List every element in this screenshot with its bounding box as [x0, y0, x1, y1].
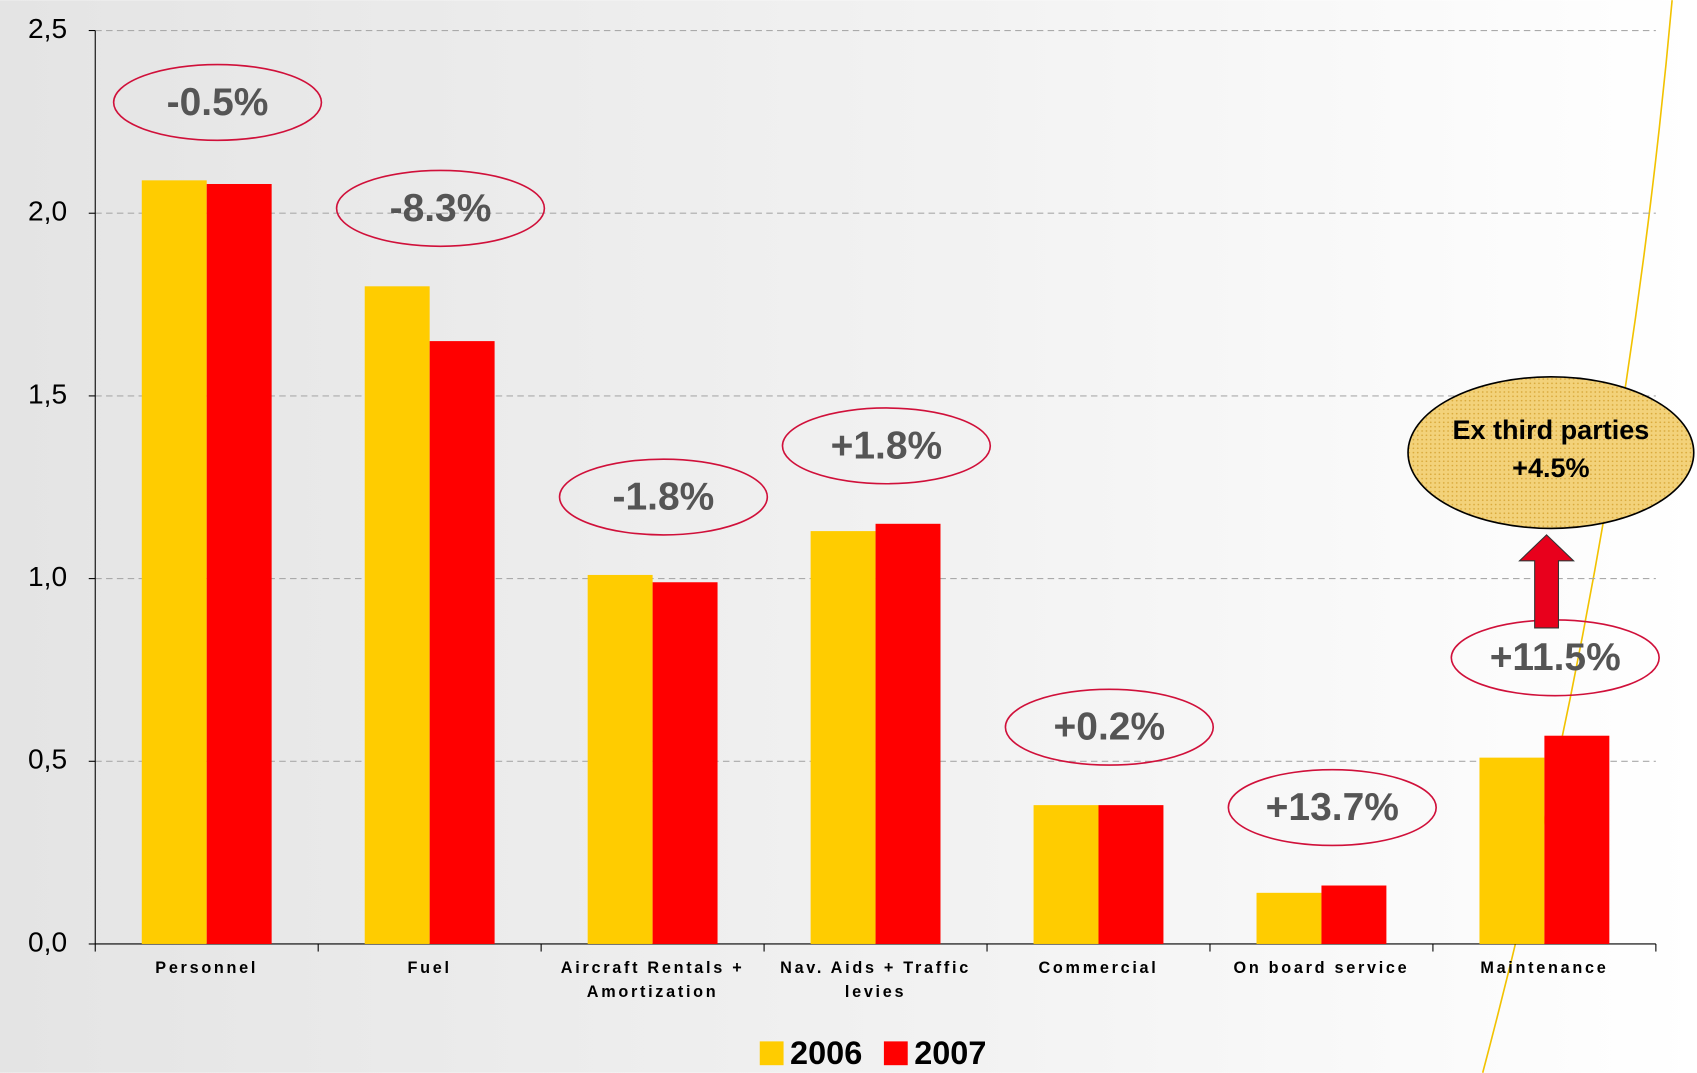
x-label-box: Commercial — [987, 957, 1210, 1022]
change-label: -1.8% — [613, 475, 715, 518]
chart: 0,0 0,5 1,0 1,5 2,0 2,5 Personnel -0.5% Fuel -8.3… — [0, 0, 1697, 1073]
y-tick-label: 1,5 — [28, 378, 67, 409]
change-label: -0.5% — [167, 81, 269, 124]
x-tick-label: Maintenance — [1433, 957, 1656, 981]
x-label-box: Fuel — [318, 957, 541, 1022]
callout-value: +4.5% — [1512, 453, 1589, 483]
y-tick-label: 1,0 — [28, 561, 67, 592]
y-tick-label: 0,5 — [28, 744, 67, 775]
change-label: +0.2% — [1054, 706, 1166, 749]
bar — [207, 184, 272, 944]
y-tick-label: 2,0 — [28, 196, 67, 227]
legend-swatch — [760, 1041, 784, 1065]
x-tick-label: Aircraft Rentals + Amortization — [541, 957, 764, 1005]
bar — [1099, 805, 1164, 944]
bar — [653, 582, 718, 944]
x-tick-label: Fuel — [318, 957, 541, 981]
change-label: +11.5% — [1490, 636, 1621, 679]
callout-title: Ex third parties — [1452, 415, 1649, 445]
y-tick-label: 2,5 — [28, 13, 67, 44]
bar — [1034, 805, 1099, 944]
x-label-box: Personnel — [95, 957, 318, 1022]
change-label: +1.8% — [831, 424, 943, 467]
legend-swatch — [884, 1041, 908, 1065]
bar — [142, 180, 207, 944]
legend-label: 2007 — [914, 1035, 986, 1071]
bar — [811, 531, 876, 944]
bar — [1321, 886, 1386, 944]
bar — [1479, 758, 1544, 944]
change-label: +13.7% — [1266, 786, 1399, 829]
x-tick-label: Personnel — [95, 957, 318, 981]
change-label: -8.3% — [390, 187, 492, 230]
x-label-box: On board service — [1210, 957, 1433, 1022]
x-label-box: Nav. Aids + Traffic levies — [764, 957, 987, 1022]
x-label-box: Maintenance — [1433, 957, 1656, 1022]
x-tick-label: Commercial — [987, 957, 1210, 981]
legend-label: 2006 — [790, 1035, 862, 1071]
bar — [430, 341, 495, 944]
x-tick-label: Nav. Aids + Traffic levies — [764, 957, 987, 1005]
bar — [876, 524, 941, 944]
bar — [365, 286, 430, 944]
bar — [588, 575, 653, 944]
y-tick-label: 0,0 — [28, 926, 67, 957]
x-tick-label: On board service — [1210, 957, 1433, 981]
bar — [1544, 736, 1609, 944]
bar — [1257, 893, 1322, 944]
x-label-box: Aircraft Rentals + Amortization — [541, 957, 764, 1022]
